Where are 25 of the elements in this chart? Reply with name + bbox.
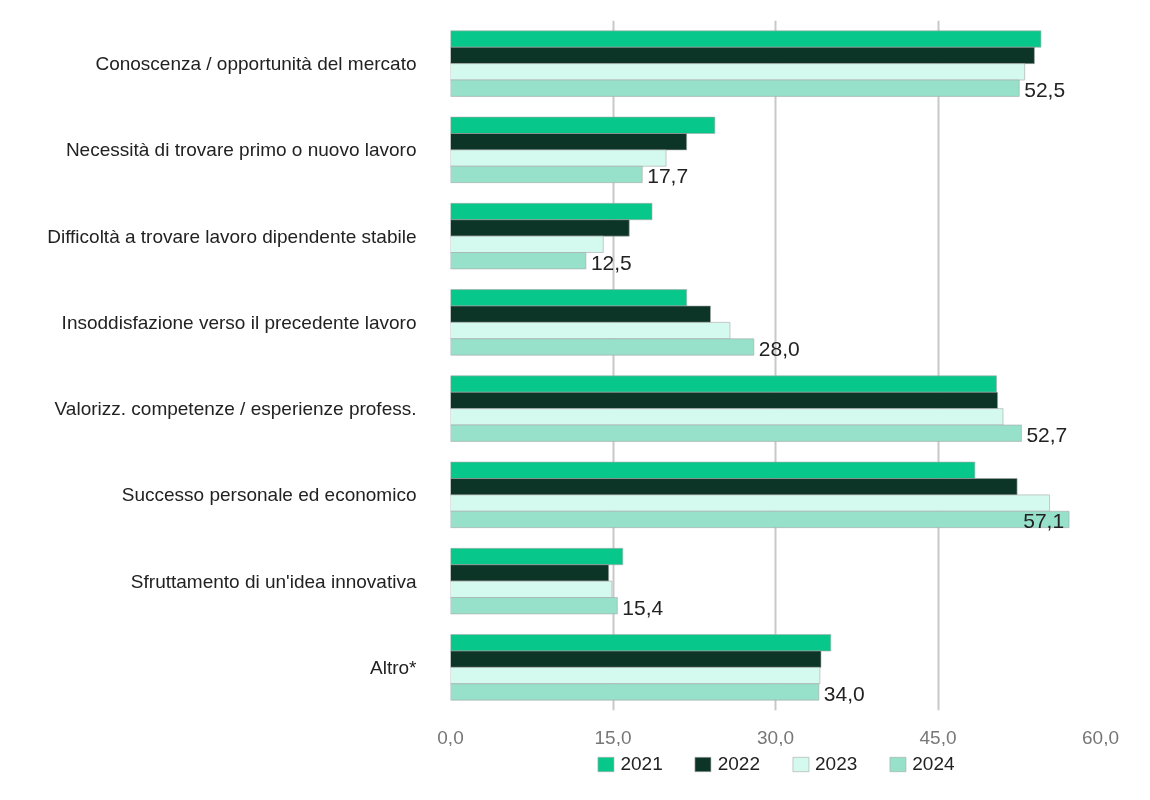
y-tick-label: Necessità di trovare primo o nuovo lavoro bbox=[65, 139, 417, 161]
y-tick-label: Valorizz. competenze / esperienze profess. bbox=[54, 398, 417, 420]
data-label: 17,7 bbox=[647, 164, 689, 188]
y-tick-label: Altro* bbox=[370, 656, 418, 678]
data-label: 52,7 bbox=[1026, 423, 1068, 447]
legend-label: 2022 bbox=[717, 753, 760, 775]
y-tick-label: Difficoltà a trovare lavoro dipendente stabile bbox=[47, 225, 417, 247]
legend-label: 2024 bbox=[912, 753, 955, 775]
y-tick-label: Insoddisfazione verso il precedente lavoro bbox=[61, 311, 417, 333]
y-tick-label: Conoscenza / opportunità del mercato bbox=[95, 53, 417, 75]
data-label: 28,0 bbox=[758, 336, 800, 360]
data-label: 34,0 bbox=[823, 681, 865, 705]
legend-label: 2023 bbox=[815, 753, 858, 775]
data-label: 57,1 bbox=[1023, 509, 1065, 533]
x-tick-label: 60,0 bbox=[1082, 726, 1119, 748]
data-label: 52,5 bbox=[1024, 78, 1066, 102]
x-tick-label: 15,0 bbox=[594, 726, 632, 748]
y-tick-label: Sfruttamento di un'idea innovativa bbox=[130, 570, 417, 592]
x-tick-label: 45,0 bbox=[919, 726, 957, 748]
x-tick-label: 30,0 bbox=[757, 726, 794, 748]
legend-label: 2021 bbox=[620, 753, 663, 775]
x-tick-label: 0,0 bbox=[437, 726, 464, 748]
y-tick-label: Successo personale ed economico bbox=[121, 484, 417, 506]
data-label: 12,5 bbox=[590, 250, 632, 274]
data-label: 15,4 bbox=[622, 595, 664, 619]
